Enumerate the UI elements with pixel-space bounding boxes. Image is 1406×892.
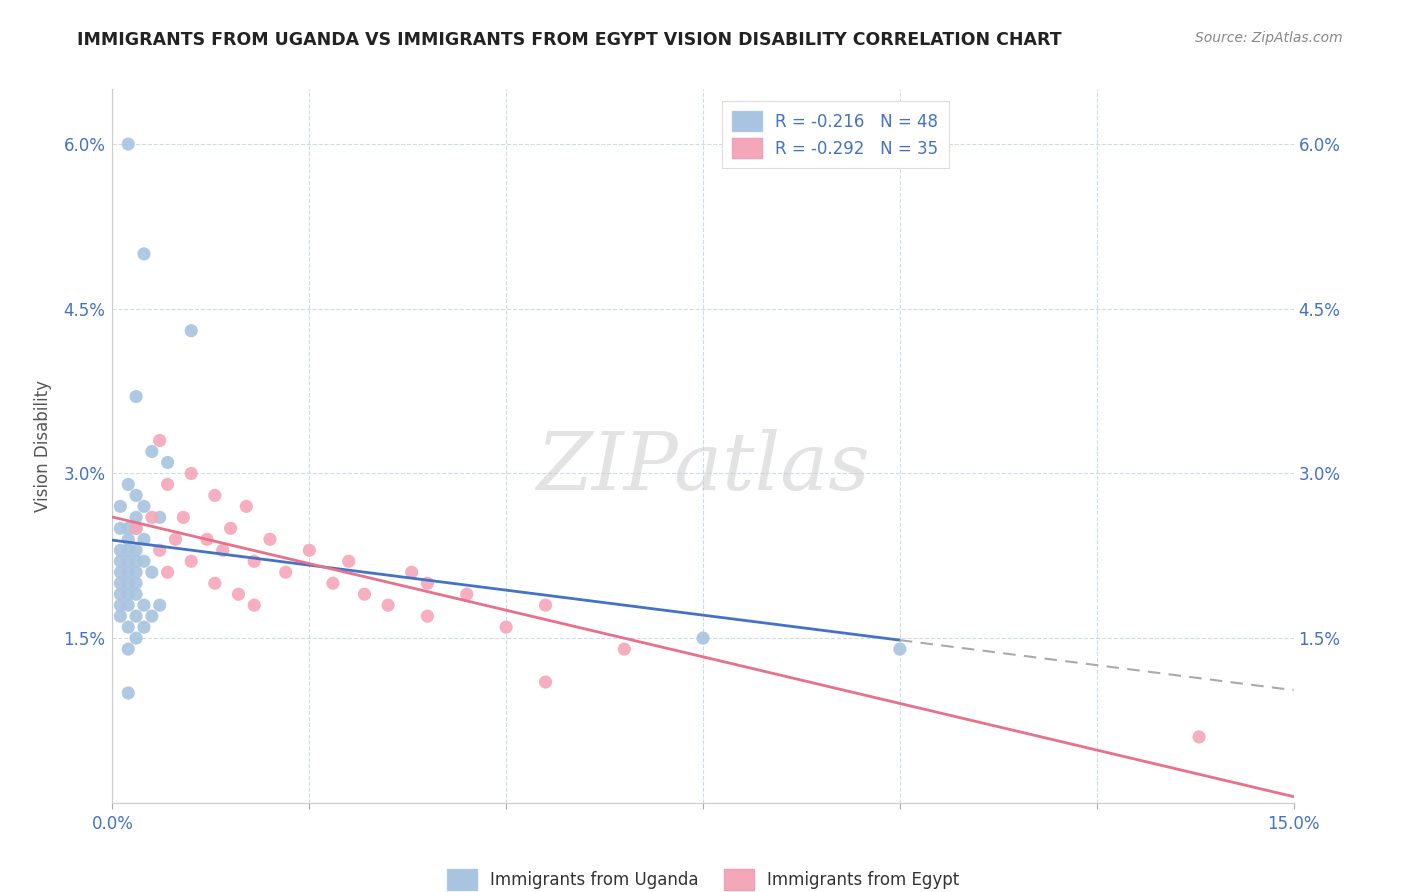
Point [149,434,172,448]
Point [219,521,242,535]
Point [125,609,148,624]
Point [132,554,155,568]
Text: IMMIGRANTS FROM UGANDA VS IMMIGRANTS FROM EGYPT VISION DISABILITY CORRELATION CH: IMMIGRANTS FROM UGANDA VS IMMIGRANTS FRO… [77,31,1062,49]
Point [156,477,179,491]
Point [141,444,163,458]
Point [125,390,148,404]
Point [534,675,557,690]
Point [692,631,714,645]
Point [613,642,636,657]
Point [125,543,148,558]
Point [377,598,399,612]
Point [117,554,139,568]
Point [180,467,202,481]
Point [125,510,148,524]
Point [172,510,194,524]
Point [117,543,139,558]
Point [416,609,439,624]
Point [141,510,163,524]
Y-axis label: Vision Disability: Vision Disability [34,380,52,512]
Point [337,554,360,568]
Legend: Immigrants from Uganda, Immigrants from Egypt: Immigrants from Uganda, Immigrants from … [439,861,967,892]
Point [117,137,139,152]
Point [117,521,139,535]
Point [889,642,911,657]
Point [110,543,132,558]
Point [117,598,139,612]
Point [125,587,148,601]
Point [322,576,344,591]
Point [117,587,139,601]
Point [228,587,250,601]
Point [149,598,172,612]
Point [243,598,266,612]
Point [195,533,218,547]
Point [180,554,202,568]
Point [125,488,148,502]
Point [534,598,557,612]
Point [243,554,266,568]
Point [141,609,163,624]
Point [180,324,202,338]
Point [117,620,139,634]
Point [132,500,155,514]
Point [204,488,226,502]
Point [117,533,139,547]
Point [211,543,233,558]
Point [132,598,155,612]
Point [117,566,139,580]
Point [110,500,132,514]
Text: ZIPatlas: ZIPatlas [536,429,870,506]
Point [495,620,517,634]
Point [456,587,478,601]
Point [125,631,148,645]
Point [353,587,375,601]
Point [117,477,139,491]
Point [110,554,132,568]
Point [416,576,439,591]
Point [132,620,155,634]
Point [149,543,172,558]
Point [125,554,148,568]
Point [259,533,281,547]
Point [204,576,226,591]
Point [156,566,179,580]
Point [132,533,155,547]
Point [274,566,297,580]
Point [117,642,139,657]
Point [110,576,132,591]
Point [149,510,172,524]
Point [165,533,187,547]
Point [132,247,155,261]
Point [156,455,179,469]
Point [110,521,132,535]
Point [1188,730,1211,744]
Point [401,566,423,580]
Point [110,587,132,601]
Point [117,576,139,591]
Point [235,500,257,514]
Point [141,566,163,580]
Point [110,598,132,612]
Point [125,566,148,580]
Text: Source: ZipAtlas.com: Source: ZipAtlas.com [1195,31,1343,45]
Point [125,576,148,591]
Point [125,521,148,535]
Point [125,521,148,535]
Point [298,543,321,558]
Point [110,609,132,624]
Point [110,566,132,580]
Point [117,686,139,700]
